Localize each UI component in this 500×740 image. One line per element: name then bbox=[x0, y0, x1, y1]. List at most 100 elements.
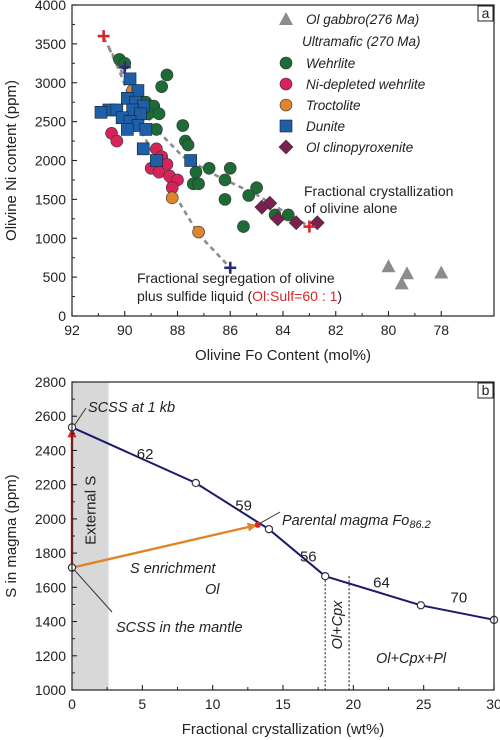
panel-b-y-ticks: 1000 1200 1400 1600 1800 2000 2200 2400 2600 2800 bbox=[35, 374, 77, 698]
parental-magma-point bbox=[254, 521, 261, 528]
curve-end-cross bbox=[303, 220, 316, 233]
curve-point bbox=[416, 601, 426, 610]
segment-slope-label: 62 bbox=[137, 446, 154, 463]
y-tick-label: 1200 bbox=[35, 648, 66, 664]
point-dunite bbox=[136, 142, 150, 156]
leader-parental bbox=[260, 511, 281, 524]
point-dunite bbox=[134, 107, 147, 121]
phase-label-ol-cpx: Ol+Cpx bbox=[330, 600, 346, 650]
panel-a-label-box bbox=[477, 5, 494, 22]
panel-b-x-axis-label: Fractional crystallization (wt%) bbox=[182, 721, 385, 738]
legend-gabbro-label: Ol gabbro(276 Ma) bbox=[306, 12, 419, 27]
annotation-ol-sulf-ratio: Ol:Sulf=60 : 1 bbox=[252, 288, 337, 304]
curve-point bbox=[264, 524, 274, 534]
x-tick-label: 86 bbox=[222, 322, 238, 338]
point-ni-depleted-wehrlite bbox=[152, 165, 166, 179]
panel-a: 92 90 88 86 84 82 80 78 0 500 1000 1500 2000 2500 300… bbox=[3, 0, 495, 364]
point-wehrlite bbox=[176, 119, 190, 132]
x-tick-label: 82 bbox=[328, 322, 344, 338]
curve-point bbox=[321, 572, 330, 581]
annotation-fractional-crystallization: Fractional crystallization bbox=[304, 183, 453, 199]
point-wehrlite bbox=[189, 165, 203, 179]
annotation-sulfide-liquid: plus sulfide liquid (Ol:Sulf=60 : 1) bbox=[137, 288, 342, 304]
annotation-parental-magma: Parental magma Fo86.2 bbox=[282, 513, 431, 531]
segment-slope-label: 56 bbox=[300, 549, 317, 566]
panel-b-plot-background bbox=[72, 382, 494, 690]
annotation-of-olivine-alone: of olivine alone bbox=[304, 200, 398, 216]
annotation-scss-mantle: SCSS in the mantle bbox=[116, 620, 243, 636]
legend-wehrlite-label: Wehrlite bbox=[306, 56, 355, 71]
y-tick-label: 0 bbox=[58, 308, 66, 324]
phase-boundary-lines bbox=[324, 576, 350, 690]
point-wehrlite bbox=[181, 138, 195, 152]
parental-magma-subscript: 86.2 bbox=[409, 519, 430, 531]
y-tick-label: 2600 bbox=[35, 408, 66, 424]
y-tick-label: 2800 bbox=[35, 374, 66, 390]
panel-a-legend: Ol gabbro(276 Ma) Ultramafic (270 Ma) We… bbox=[278, 12, 425, 155]
external-s-label: External S bbox=[82, 476, 99, 545]
point-ol-clinopyroxenite bbox=[254, 199, 270, 215]
segment-slope-label: 59 bbox=[235, 497, 252, 514]
panel-b-segment-labels: 62 59 56 64 70 bbox=[137, 446, 467, 607]
y-tick-label: 1000 bbox=[35, 682, 66, 698]
y-tick-label: 1400 bbox=[35, 614, 66, 630]
point-ol-gabbro-276-ma bbox=[434, 265, 449, 279]
annotation-scss-1kb: SCSS at 1 kb bbox=[88, 400, 175, 416]
point-troctolite bbox=[165, 191, 179, 205]
s-in-magma-curve bbox=[71, 426, 495, 621]
point-dunite bbox=[123, 72, 137, 86]
point-wehrlite bbox=[160, 68, 174, 82]
annotation-sulfide-suffix: ) bbox=[337, 288, 342, 304]
phase-label-ol-cpx-pl: Ol+Cpx+Pl bbox=[376, 651, 447, 667]
segment-slope-label: 70 bbox=[450, 590, 467, 607]
panel-a-data-points bbox=[94, 30, 449, 290]
legend-marker bbox=[279, 77, 293, 91]
panel-b-label-box bbox=[477, 382, 494, 399]
point-wehrlite bbox=[218, 173, 232, 187]
leader-scss-1kb bbox=[74, 407, 87, 425]
x-tick-label: 78 bbox=[433, 322, 449, 338]
phase-label-ol: Ol bbox=[205, 582, 220, 598]
point-wehrlite bbox=[202, 161, 216, 175]
curve-end-cross bbox=[118, 61, 131, 74]
panel-a-label: a bbox=[482, 5, 490, 21]
y-tick-label: 2000 bbox=[35, 153, 66, 169]
curve-end-cross bbox=[97, 30, 110, 43]
x-tick-label: 92 bbox=[64, 322, 80, 338]
annotation-fractional-segregation: Fractional segregation of olivine bbox=[137, 270, 335, 286]
s-enrichment-arrow-shaft bbox=[71, 525, 249, 569]
point-dunite bbox=[184, 154, 197, 167]
y-tick-label: 4000 bbox=[35, 0, 66, 13]
legend-triangle bbox=[279, 12, 293, 25]
segment-slope-label: 64 bbox=[373, 574, 390, 591]
point-wehrlite bbox=[192, 177, 205, 191]
x-tick-label: 10 bbox=[205, 696, 221, 712]
point-ol-gabbro-276-ma bbox=[394, 276, 409, 290]
legend-ni-depleted-wehrlite-label: Ni-depleted wehrlite bbox=[306, 77, 425, 92]
x-tick-label: 90 bbox=[117, 322, 133, 338]
annotation-sulfide-prefix: plus sulfide liquid ( bbox=[137, 288, 253, 304]
point-wehrlite bbox=[218, 193, 232, 206]
panel-a-y-axis-label: Olivine Ni content (ppm) bbox=[3, 80, 20, 241]
point-ol-clinopyroxenite bbox=[288, 215, 304, 231]
y-tick-label: 2400 bbox=[35, 442, 66, 458]
x-tick-label: 0 bbox=[68, 696, 76, 712]
leader-scss-mantle bbox=[74, 570, 113, 613]
annotation-s-enrichment: S enrichment bbox=[130, 561, 216, 577]
x-tick-label: 25 bbox=[416, 696, 432, 712]
legend-dunite-label: Dunite bbox=[306, 119, 345, 134]
legend-marker bbox=[278, 139, 294, 155]
y-tick-label: 500 bbox=[43, 269, 67, 285]
panel-b-label: b bbox=[482, 382, 490, 398]
y-tick-label: 1000 bbox=[35, 230, 66, 246]
y-tick-label: 2500 bbox=[35, 114, 66, 130]
point-ni-depleted-wehrlite bbox=[110, 134, 124, 148]
y-tick-label: 3500 bbox=[35, 36, 66, 52]
x-tick-label: 88 bbox=[170, 322, 186, 338]
point-wehrlite bbox=[281, 208, 295, 222]
point-dunite bbox=[139, 123, 153, 136]
point-dunite bbox=[131, 84, 145, 97]
panel-b: 0 5 10 15 20 25 30 1000 1200 1400 1600 1800 2000 220… bbox=[3, 374, 500, 738]
point-wehrlite bbox=[237, 220, 250, 233]
external-s-shaded-region bbox=[72, 382, 109, 690]
